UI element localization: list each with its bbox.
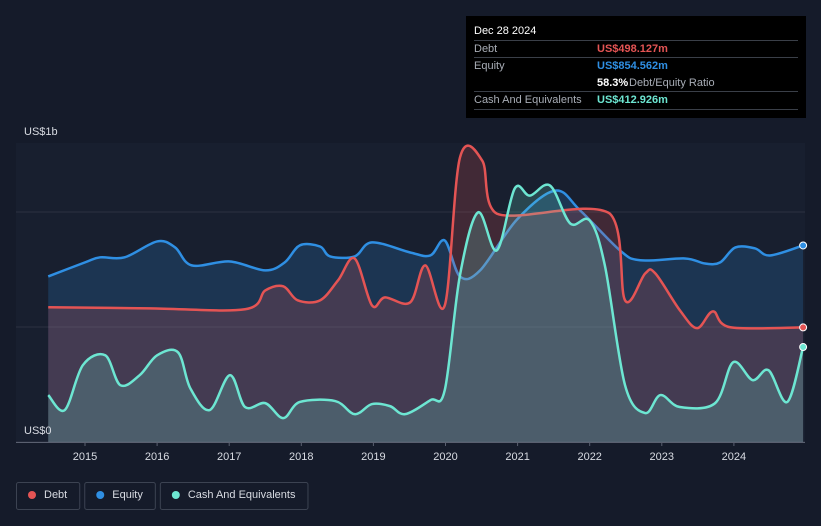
legend-box[interactable] (16, 482, 81, 510)
axes: US$0 US$1b 2015 2016 2017 2018 2019 2020 2021 202… (16, 126, 805, 463)
area-fill (48, 190, 804, 442)
legend-label[interactable]: Equity (112, 489, 143, 501)
legend: Debt Equity Cash And Equivalents (16, 482, 309, 510)
x-tick-label: 2020 (433, 451, 457, 463)
line (47, 183, 805, 420)
tooltip-value: 58.3% (597, 77, 628, 89)
end-dot (799, 323, 808, 332)
x-tick-label: 2021 (505, 451, 529, 463)
legend-swatch[interactable] (28, 491, 36, 499)
x-tick-label: 2022 (577, 451, 601, 463)
tooltip-label: Equity (474, 60, 505, 72)
tooltip-value: US$854.562m (597, 60, 668, 72)
plot-area (16, 143, 805, 443)
tooltip-label: Cash And Equivalents (474, 94, 582, 106)
y-tick-label: US$1b (24, 126, 58, 138)
legend-swatch[interactable] (96, 491, 105, 499)
line (48, 144, 804, 330)
legend-label[interactable]: Debt (44, 489, 67, 501)
tooltip-value: US$498.127m (597, 43, 668, 55)
tooltip-value: US$412.926m (597, 94, 668, 106)
tooltip: Dec 28 2024 Debt US$498.127m Equity US$8… (466, 16, 806, 118)
legend-item[interactable]: Cash And Equivalents (159, 482, 309, 510)
legend-box[interactable] (84, 482, 156, 510)
x-tick-label: 2016 (145, 451, 169, 463)
legend-label[interactable]: Cash And Equivalents (188, 489, 296, 501)
area-fill (48, 184, 804, 443)
end-dot (799, 241, 808, 250)
x-tick-label: 2019 (361, 451, 385, 463)
end-dot (799, 343, 808, 352)
x-tick-label: 2018 (289, 451, 313, 463)
area-fill (48, 145, 804, 442)
x-tick-label: 2024 (722, 451, 746, 463)
legend-swatch[interactable] (171, 491, 180, 499)
legend-item[interactable]: Debt (16, 482, 81, 510)
legend-item[interactable]: Equity (84, 482, 156, 510)
y-tick-label: US$0 (24, 425, 52, 437)
legend-box[interactable] (159, 482, 309, 510)
x-tick-label: 2017 (217, 451, 241, 463)
line (47, 189, 804, 281)
areas (47, 144, 808, 443)
x-tick-label: 2015 (73, 451, 97, 463)
tooltip-label: Debt (474, 43, 497, 55)
tooltip-box (466, 16, 806, 118)
tooltip-label: Debt/Equity Ratio (629, 77, 715, 89)
tooltip-date: Dec 28 2024 (474, 25, 536, 37)
x-tick-label: 2023 (650, 451, 674, 463)
